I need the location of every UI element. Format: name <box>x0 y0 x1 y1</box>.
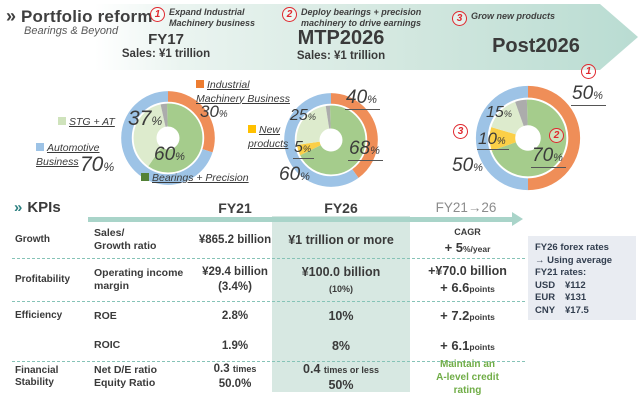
fy26-value: 10% <box>328 309 354 324</box>
fy21-value: 2.8% <box>221 310 249 323</box>
row-category: Efficiency <box>15 310 63 322</box>
circled-1-icon: 1 <box>150 7 165 22</box>
post-new-products-pct: 10% <box>477 130 509 150</box>
fy26-value: 8% <box>331 338 351 353</box>
kpi-arrow-tip-icon <box>512 212 523 226</box>
row-metric: Net D/E ratio Equity Ratio <box>94 363 158 389</box>
legend-yellow-square-icon <box>248 125 256 133</box>
period-fy17-name: FY17 <box>148 31 184 48</box>
fy17-automotive-pct: 70% <box>80 153 115 176</box>
period-post2026-name: Post2026 <box>492 35 580 57</box>
column-header-fy21-26: FY21→26 <box>435 200 497 215</box>
fy21-value: ¥865.2 billion <box>198 233 272 246</box>
legend-pale-green-square-icon <box>58 117 66 125</box>
forex-line-3: FY21 rates: <box>535 267 587 279</box>
period-fy17-sales: Sales: ¥1 trillion <box>121 48 211 60</box>
kpi-chevrons-icon: » <box>14 199 23 216</box>
post-stg-pct: 15% <box>486 104 513 121</box>
fy21-value: 0.3 times 50.0% <box>213 363 257 390</box>
point-3-text: Grow new products <box>471 11 556 21</box>
donut-chart-fy17 <box>121 91 215 185</box>
forex-rate-eur: EUR ¥131 <box>535 292 587 304</box>
donut-chart-mtp2026 <box>284 93 378 187</box>
forex-rate-usd: USD ¥112 <box>535 279 586 291</box>
delta-value: Maintain an A-level credit rating <box>436 358 499 396</box>
circled-3-icon: 3 <box>453 124 468 139</box>
legend-orange-square-icon <box>196 80 204 88</box>
kpi-table: Growth Sales/Growth ratio ¥865.2 billion… <box>12 222 525 396</box>
period-post2026: Post2026 <box>480 35 592 58</box>
post-bearings-pct: 70% <box>531 146 566 168</box>
mtp-bearings-pct: 68% <box>348 139 383 161</box>
fy26-highlight-column <box>272 216 410 392</box>
circled-2-icon: 2 <box>282 7 297 22</box>
fy21-value: 1.9% <box>221 339 249 352</box>
legend-bearings-precision: Bearings + Precision <box>141 172 281 186</box>
forex-line-1: FY26 forex rates <box>535 242 609 253</box>
row-metric: Operating income margin <box>94 266 184 292</box>
period-mtp2026-name: MTP2026 <box>297 27 385 49</box>
roadmap-arrow-band <box>95 4 638 70</box>
period-fy17: FY17 Sales: ¥1 trillion <box>110 31 222 60</box>
legend-automotive: Automotive Business <box>36 142 100 168</box>
point-2-text: Deploy bearings + precision machinery to … <box>301 7 422 29</box>
table-row-financial-stability: Financial Stability Net D/E ratio Equity R… <box>12 359 525 396</box>
delta-value: CAGR + 5%/year <box>444 226 491 255</box>
circled-3-icon: 3 <box>452 11 467 26</box>
title-text: Portfolio reform <box>21 7 153 26</box>
table-row-profitability: Profitability Operating income margin ¥29… <box>12 259 525 302</box>
legend-industrial-machinery: Industrial Machinery Business <box>196 79 290 105</box>
legend-stg-at: STG + AT <box>58 116 115 130</box>
fy17-industrial-pct: 30% <box>200 102 228 121</box>
kpi-heading-text: KPIs <box>27 199 61 216</box>
fy26-value: ¥100.0 billion (10%) <box>301 264 381 294</box>
legend-new-products: New products <box>248 124 289 150</box>
roadmap-point-1: 1 Expand Industrial Machinery business <box>150 7 282 30</box>
table-row-growth: Growth Sales/Growth ratio ¥865.2 billion… <box>12 222 525 259</box>
fy21-value: ¥29.4 billion (3.4%) <box>202 266 268 293</box>
subtitle: Bearings & Beyond <box>24 25 119 37</box>
fy17-bearings-pct: 60% <box>154 144 185 165</box>
kpi-arrow-line <box>88 217 512 222</box>
row-metric: ROE <box>94 309 117 322</box>
period-mtp2026-sales: Sales: ¥1 trillion <box>296 50 386 62</box>
delta-value: + 7.2points <box>440 308 495 324</box>
mtp-automotive-pct: 60% <box>279 164 310 185</box>
forex-rate-cny: CNY ¥17.5 <box>535 304 589 316</box>
title-chevrons-icon: » <box>6 6 17 26</box>
forex-line-2: → Using average <box>535 254 613 266</box>
row-metric: Sales/Growth ratio <box>94 226 157 252</box>
row-category: Profitability <box>15 273 71 285</box>
mtp-new-products-pct: 5% <box>293 140 315 159</box>
delta-value: +¥70.0 billion + 6.6points <box>428 263 507 295</box>
legend-dark-green-square-icon <box>141 173 149 181</box>
fy26-value: 0.4 times or less 50% <box>303 361 379 392</box>
column-header-fy26: FY26 <box>324 200 358 216</box>
mtp-stg-pct: 25% <box>290 107 317 124</box>
row-category: Growth <box>15 233 50 245</box>
mtp-industrial-pct: 40% <box>345 88 380 110</box>
roadmap-point-3: 3 Grow new products <box>452 11 612 26</box>
table-row-roic: ROIC 1.9% 8% + 6.1points <box>12 331 525 362</box>
fy17-stg-pct: 37% <box>128 107 163 130</box>
row-category: Financial Stability <box>15 364 59 389</box>
circled-2-icon: 2 <box>549 128 564 143</box>
delta-value: + 6.1points <box>440 337 495 353</box>
period-mtp2026: MTP2026 Sales: ¥1 trillion <box>283 27 399 62</box>
point-1-text: Expand Industrial Machinery business <box>169 7 256 29</box>
post-automotive-pct: 50% <box>452 155 483 176</box>
fy26-value: ¥1 trillion or more <box>288 232 394 247</box>
roadmap-point-2: 2 Deploy bearings + precision machinery t… <box>282 7 454 30</box>
row-metric: ROIC <box>94 339 121 352</box>
post-industrial-pct: 50% <box>571 84 606 106</box>
kpi-heading: » KPIs <box>14 199 61 216</box>
column-header-fy21: FY21 <box>218 200 252 216</box>
forex-note-box: FY26 forex rates → Using average FY21 ra… <box>528 236 636 320</box>
table-row-roe: Efficiency ROE 2.8% 10% + 7.2points <box>12 302 525 331</box>
circled-1-icon: 1 <box>581 64 596 79</box>
page-title: » Portfolio reform <box>6 6 153 27</box>
legend-blue-square-icon <box>36 143 44 151</box>
